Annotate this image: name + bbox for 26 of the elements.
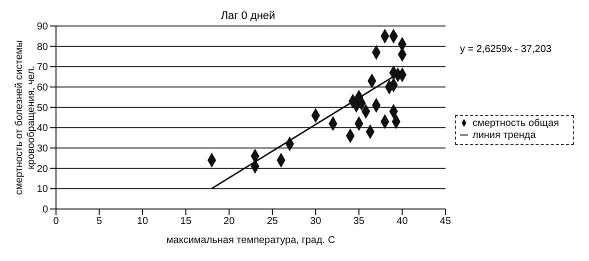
y-tick-label: 90: [36, 22, 48, 33]
chart-title: Лаг 0 дней: [220, 10, 276, 22]
x-tick-label: 45: [440, 216, 452, 228]
y-tick-label: 40: [36, 123, 48, 134]
x-tick-label: 25: [266, 216, 278, 228]
legend-label: линия тренда: [472, 130, 536, 140]
y-tick-label: 70: [36, 62, 48, 74]
x-tick-label: 15: [180, 216, 192, 228]
x-tick-label: 10: [136, 216, 149, 228]
y-tick-label: 80: [36, 42, 48, 53]
legend-label: смертность общая: [472, 118, 559, 128]
text: y = 2,6259x - 37,203: [460, 44, 552, 55]
x-tick-label: 35: [353, 216, 365, 228]
y-tick-label: 30: [36, 144, 48, 155]
y-axis-title: смертность от болезней системы кровообращения, чел.: [14, 40, 37, 195]
x-tick-label: 0: [53, 216, 60, 228]
y-tick-label: 60: [36, 82, 48, 94]
x-tick-label: 5: [96, 216, 102, 228]
y-tick-label: 50: [36, 102, 48, 114]
x-axis-title: максимальная температура, град. С: [166, 235, 336, 246]
x-tick-label: 20: [224, 216, 236, 228]
x-tick-label: 40: [396, 216, 408, 228]
y-tick-label: 0: [42, 204, 48, 216]
x-tick-label: 30: [310, 216, 322, 228]
y-tick-label: 10: [36, 184, 48, 196]
y-tick-label: 20: [36, 164, 48, 175]
